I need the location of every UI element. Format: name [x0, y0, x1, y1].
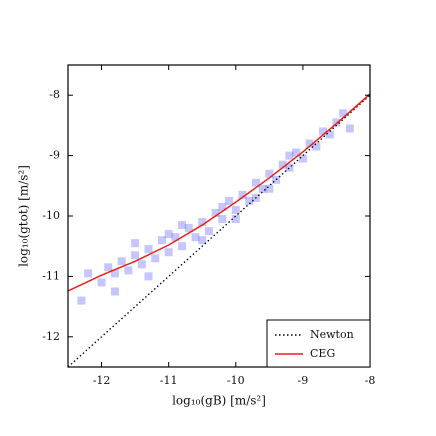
point	[305, 139, 314, 148]
point	[184, 224, 193, 233]
legend-label: Newton	[310, 328, 354, 341]
point	[191, 233, 200, 242]
point	[131, 251, 140, 260]
line	[68, 93, 370, 292]
point	[110, 269, 119, 278]
point	[157, 236, 166, 245]
point	[319, 127, 328, 136]
point	[137, 260, 146, 269]
point	[178, 242, 187, 251]
point	[332, 118, 341, 127]
point	[245, 196, 254, 205]
point	[171, 233, 180, 242]
y-axis-label: log₁₀(gtot) [m/s²]	[17, 165, 31, 267]
point	[231, 215, 240, 224]
point	[198, 218, 207, 227]
legend-label: CEG	[310, 347, 335, 360]
point	[272, 175, 281, 184]
point	[131, 239, 140, 248]
point	[124, 266, 133, 275]
y-tick-label: -8	[49, 88, 60, 101]
y-tick-label: -9	[49, 149, 60, 162]
y-tick-label: -10	[42, 209, 60, 222]
point	[339, 109, 348, 118]
point	[198, 236, 207, 245]
y-tick-label: -11	[42, 269, 60, 282]
point	[84, 269, 93, 278]
point	[285, 151, 294, 160]
point	[144, 272, 153, 281]
point	[218, 202, 227, 211]
point	[164, 230, 173, 239]
point	[110, 287, 119, 296]
point	[178, 221, 187, 230]
point	[285, 163, 294, 172]
point	[298, 154, 307, 163]
x-tick-label: -8	[365, 374, 376, 387]
legend-box	[266, 319, 371, 368]
point	[325, 130, 334, 139]
point	[104, 263, 113, 272]
point	[251, 178, 260, 187]
point	[97, 278, 106, 287]
point	[265, 169, 274, 178]
point	[312, 142, 321, 151]
x-tick-label: -10	[227, 374, 245, 387]
point	[258, 184, 267, 193]
point	[77, 296, 86, 305]
point	[151, 254, 160, 263]
point	[345, 124, 354, 133]
point	[231, 205, 240, 214]
x-tick-label: -9	[298, 374, 309, 387]
point	[211, 208, 220, 217]
point	[204, 227, 213, 236]
point	[292, 148, 301, 157]
x-tick-label: -12	[93, 374, 111, 387]
point	[164, 248, 173, 257]
point	[238, 190, 247, 199]
point	[278, 160, 287, 169]
x-axis-label: log₁₀(gB) [m/s²]	[172, 394, 266, 408]
y-tick-label: -12	[42, 330, 60, 343]
point	[218, 215, 227, 224]
point	[144, 245, 153, 254]
point	[225, 196, 234, 205]
point	[265, 184, 274, 193]
x-tick-label: -11	[160, 374, 178, 387]
point	[117, 257, 126, 266]
